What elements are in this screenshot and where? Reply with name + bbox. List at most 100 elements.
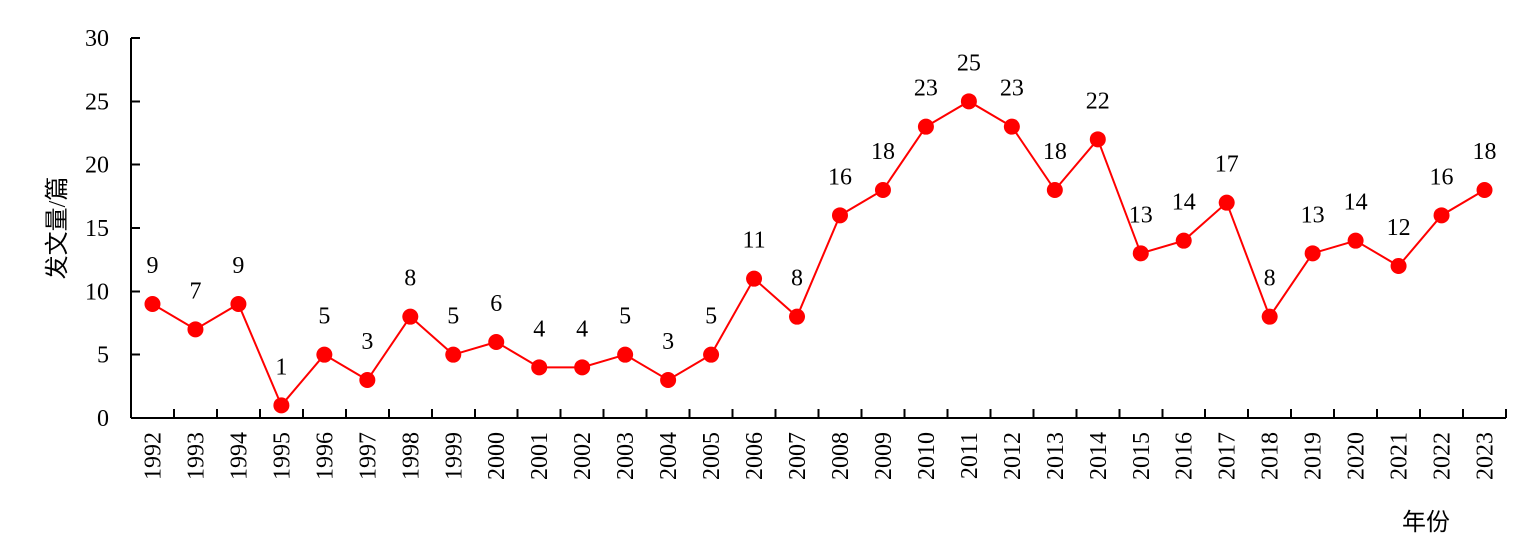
data-point: [531, 359, 548, 376]
x-tick-label: 2020: [1344, 432, 1370, 480]
y-ticks: 0 5 10 15 20 25 30: [85, 26, 140, 432]
data-point: [230, 296, 247, 312]
x-tick-label: 2017: [1215, 432, 1241, 480]
x-tick-label: 2006: [742, 432, 768, 480]
x-tick-label: 2003: [613, 432, 639, 480]
data-point: [1261, 308, 1278, 325]
data-point: [831, 207, 848, 224]
data-label: 4: [533, 316, 545, 342]
x-tick-label: 2008: [828, 432, 854, 480]
data-point: [144, 296, 161, 312]
y-tick-label: 10: [85, 279, 109, 305]
data-label: 13: [1301, 202, 1325, 228]
data-point: [1218, 194, 1235, 211]
x-tick-label: 2021: [1387, 432, 1413, 480]
data-point: [187, 321, 204, 338]
x-tick-label: 2007: [785, 432, 811, 480]
x-tick-label: 2016: [1172, 432, 1198, 480]
data-label: 4: [576, 316, 588, 342]
data-label: 5: [619, 304, 631, 330]
data-label: 11: [742, 228, 765, 254]
data-label: 22: [1086, 88, 1110, 114]
data-point: [1347, 232, 1364, 249]
x-tick-label: 2015: [1129, 432, 1155, 480]
x-tick-label: 2011: [957, 432, 983, 479]
x-tick-label: 2023: [1473, 432, 1499, 480]
data-label: 7: [189, 278, 201, 304]
data-point: [1476, 182, 1493, 198]
data-point: [746, 270, 763, 287]
x-tick-label: 1997: [355, 432, 381, 480]
data-label: 6: [490, 291, 502, 317]
data-point: [1089, 131, 1106, 148]
data-label: 16: [1430, 164, 1454, 190]
data-label: 8: [791, 266, 803, 292]
data-point: [1433, 207, 1450, 224]
x-tick-label: 2022: [1430, 432, 1456, 480]
data-label: 18: [1473, 139, 1497, 165]
data-label: 9: [146, 253, 158, 279]
data-point: [703, 346, 720, 363]
data-label: 12: [1387, 215, 1411, 241]
x-tick-label: 2005: [699, 432, 725, 480]
y-tick-label: 30: [85, 26, 109, 52]
data-label: 13: [1129, 202, 1153, 228]
x-ticks: 1992 1993 1994 1995 1996 1997 1998 1999 2000 2001…: [140, 409, 1507, 480]
y-tick-label: 20: [85, 153, 109, 179]
x-tick-label: 2002: [570, 432, 596, 480]
data-label: 8: [404, 266, 416, 292]
data-point: [1132, 245, 1149, 262]
data-point: [1175, 232, 1192, 249]
x-tick-label: 2000: [484, 432, 510, 480]
x-tick-label: 1999: [441, 432, 467, 480]
y-tick-label: 25: [85, 89, 109, 115]
data-point: [660, 372, 677, 388]
x-tick-label: 2013: [1043, 432, 1069, 480]
x-tick-label: 1994: [226, 432, 252, 480]
data-label: 23: [914, 76, 938, 102]
data-point: [1304, 245, 1321, 262]
x-tick-label: 2014: [1086, 432, 1112, 480]
x-tick-label: 2009: [871, 432, 897, 480]
x-tick-label: 1995: [269, 432, 295, 480]
data-point: [789, 308, 806, 325]
data-point: [316, 346, 333, 363]
data-label: 3: [361, 329, 373, 355]
data-point: [488, 334, 505, 350]
data-label: 5: [705, 304, 717, 330]
x-tick-label: 1998: [398, 432, 424, 480]
data-label: 9: [232, 253, 244, 279]
y-axis-title: 发文量/篇: [44, 177, 71, 280]
data-label: 5: [318, 304, 330, 330]
data-label: 25: [957, 50, 981, 76]
data-label: 5: [447, 304, 459, 330]
data-label: 3: [662, 329, 674, 355]
data-point: [359, 372, 376, 388]
x-tick-label: 2019: [1301, 432, 1327, 480]
data-point: [402, 308, 419, 325]
data-point: [917, 118, 934, 135]
data-label: 17: [1215, 152, 1239, 178]
x-tick-label: 2001: [527, 432, 553, 480]
x-tick-label: 2012: [1000, 432, 1026, 480]
data-point: [960, 93, 977, 110]
data-label: 23: [1000, 76, 1024, 102]
data-label: 14: [1172, 190, 1196, 216]
data-point: [273, 397, 290, 414]
x-axis-title: 年份: [1402, 509, 1450, 536]
y-tick-label: 0: [97, 406, 109, 432]
series-line: [151, 100, 1486, 408]
data-label: 14: [1344, 190, 1368, 216]
x-tick-label: 2018: [1258, 432, 1284, 480]
data-label: 1: [275, 354, 287, 380]
x-tick-label: 2004: [656, 432, 682, 480]
x-tick-label: 1993: [183, 432, 209, 480]
data-label: 18: [1043, 139, 1067, 165]
data-point: [574, 359, 591, 376]
x-tick-label: 2010: [914, 432, 940, 480]
data-label: 16: [828, 164, 852, 190]
data-point: [1046, 182, 1063, 198]
data-point: [874, 182, 891, 198]
data-point: [617, 346, 634, 363]
